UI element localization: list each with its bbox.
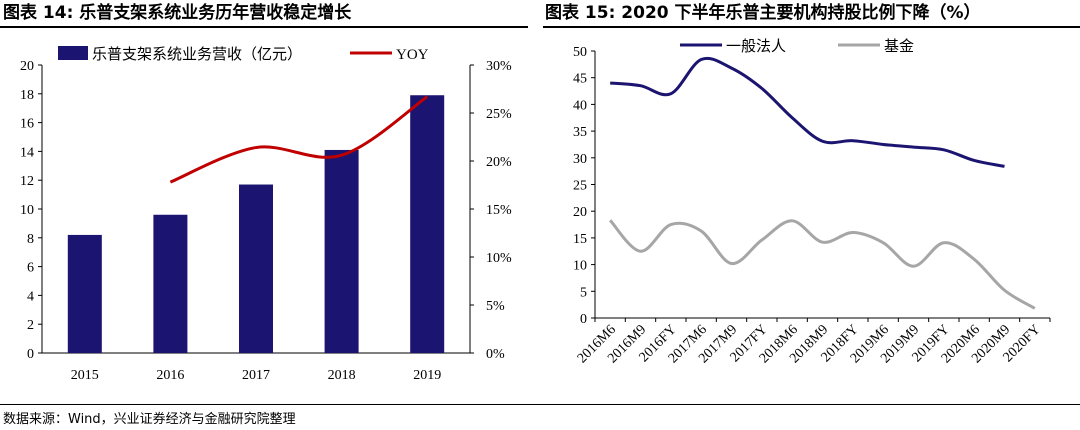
bar-revenue-2018 xyxy=(324,149,359,353)
right-chart-y-tick-label: 30 xyxy=(573,152,587,167)
right-chart-y-tick-label: 40 xyxy=(573,98,587,113)
left-title-rule xyxy=(0,26,528,28)
right-chart-y-tick-label: 50 xyxy=(573,45,587,60)
right-chart-y-tick-label: 0 xyxy=(580,312,587,327)
y-tick-label: 4 xyxy=(27,289,34,304)
y-tick-label: 12 xyxy=(20,174,34,189)
y-tick-label: 2 xyxy=(27,318,34,333)
y-tick-label: 6 xyxy=(27,261,34,276)
y-tick-label: 20 xyxy=(20,59,34,74)
yoy-line xyxy=(169,95,429,184)
bar-revenue-2016 xyxy=(153,214,188,353)
x-tick-label: 2018 xyxy=(328,368,356,383)
y-tick-label: 0 xyxy=(27,347,34,362)
y2-tick-label: 0% xyxy=(486,347,505,362)
y-tick-label: 16 xyxy=(20,117,34,132)
right-chart-y-tick-label: 20 xyxy=(573,205,587,220)
legend-revenue-label: 乐普支架系统业务营收（亿元） xyxy=(92,45,302,63)
y-tick-label: 18 xyxy=(20,88,34,103)
y2-tick-label: 10% xyxy=(486,251,512,266)
y2-tick-label: 25% xyxy=(486,107,512,122)
y2-tick-label: 20% xyxy=(486,155,512,170)
y-tick-label: 14 xyxy=(20,145,34,160)
fund-line xyxy=(609,219,1036,310)
left-chart-title: 图表 14: 乐普支架系统业务历年营收稳定增长 xyxy=(3,3,352,23)
right-chart-y-tick-label: 45 xyxy=(573,72,587,87)
right-chart-y-tick-label: 35 xyxy=(573,125,587,140)
y-tick-label: 10 xyxy=(20,203,34,218)
legend-yoy-label: YOY xyxy=(396,47,429,63)
legal-person-line xyxy=(610,56,1005,168)
x-tick-label: 2015 xyxy=(71,368,99,383)
y-tick-label: 8 xyxy=(27,232,34,247)
source-note: 数据来源：Wind，兴业证券经济与金融研究院整理 xyxy=(3,412,296,427)
right-chart-y-tick-label: 5 xyxy=(580,285,587,300)
y2-tick-label: 30% xyxy=(486,59,512,74)
x-tick-label: 2019 xyxy=(413,368,441,383)
legend-legal-person-label: 一般法人 xyxy=(726,37,786,55)
x-tick-label: 2017 xyxy=(242,368,270,383)
footer-rule xyxy=(0,404,1080,405)
bar-revenue-2017 xyxy=(239,184,273,353)
right-chart-y-tick-label: 10 xyxy=(573,259,587,274)
x-tick-label: 2016 xyxy=(156,368,184,383)
legend-revenue-swatch xyxy=(58,46,88,60)
y2-tick-label: 15% xyxy=(486,203,512,218)
right-chart-y-tick-label: 15 xyxy=(573,232,587,247)
bar-revenue-2019 xyxy=(410,95,445,354)
charts-canvas: 024681012141618200%5%10%15%20%25%30%2015… xyxy=(20,37,1051,383)
right-chart-title: 图表 15: 2020 下半年乐普主要机构持股比例下降（%） xyxy=(545,3,981,23)
right-title-rule xyxy=(543,26,1080,28)
bar-revenue-2015 xyxy=(67,234,102,353)
y2-tick-label: 5% xyxy=(486,299,505,314)
legend-fund-label: 基金 xyxy=(884,37,914,55)
right-chart-y-tick-label: 25 xyxy=(573,179,587,194)
